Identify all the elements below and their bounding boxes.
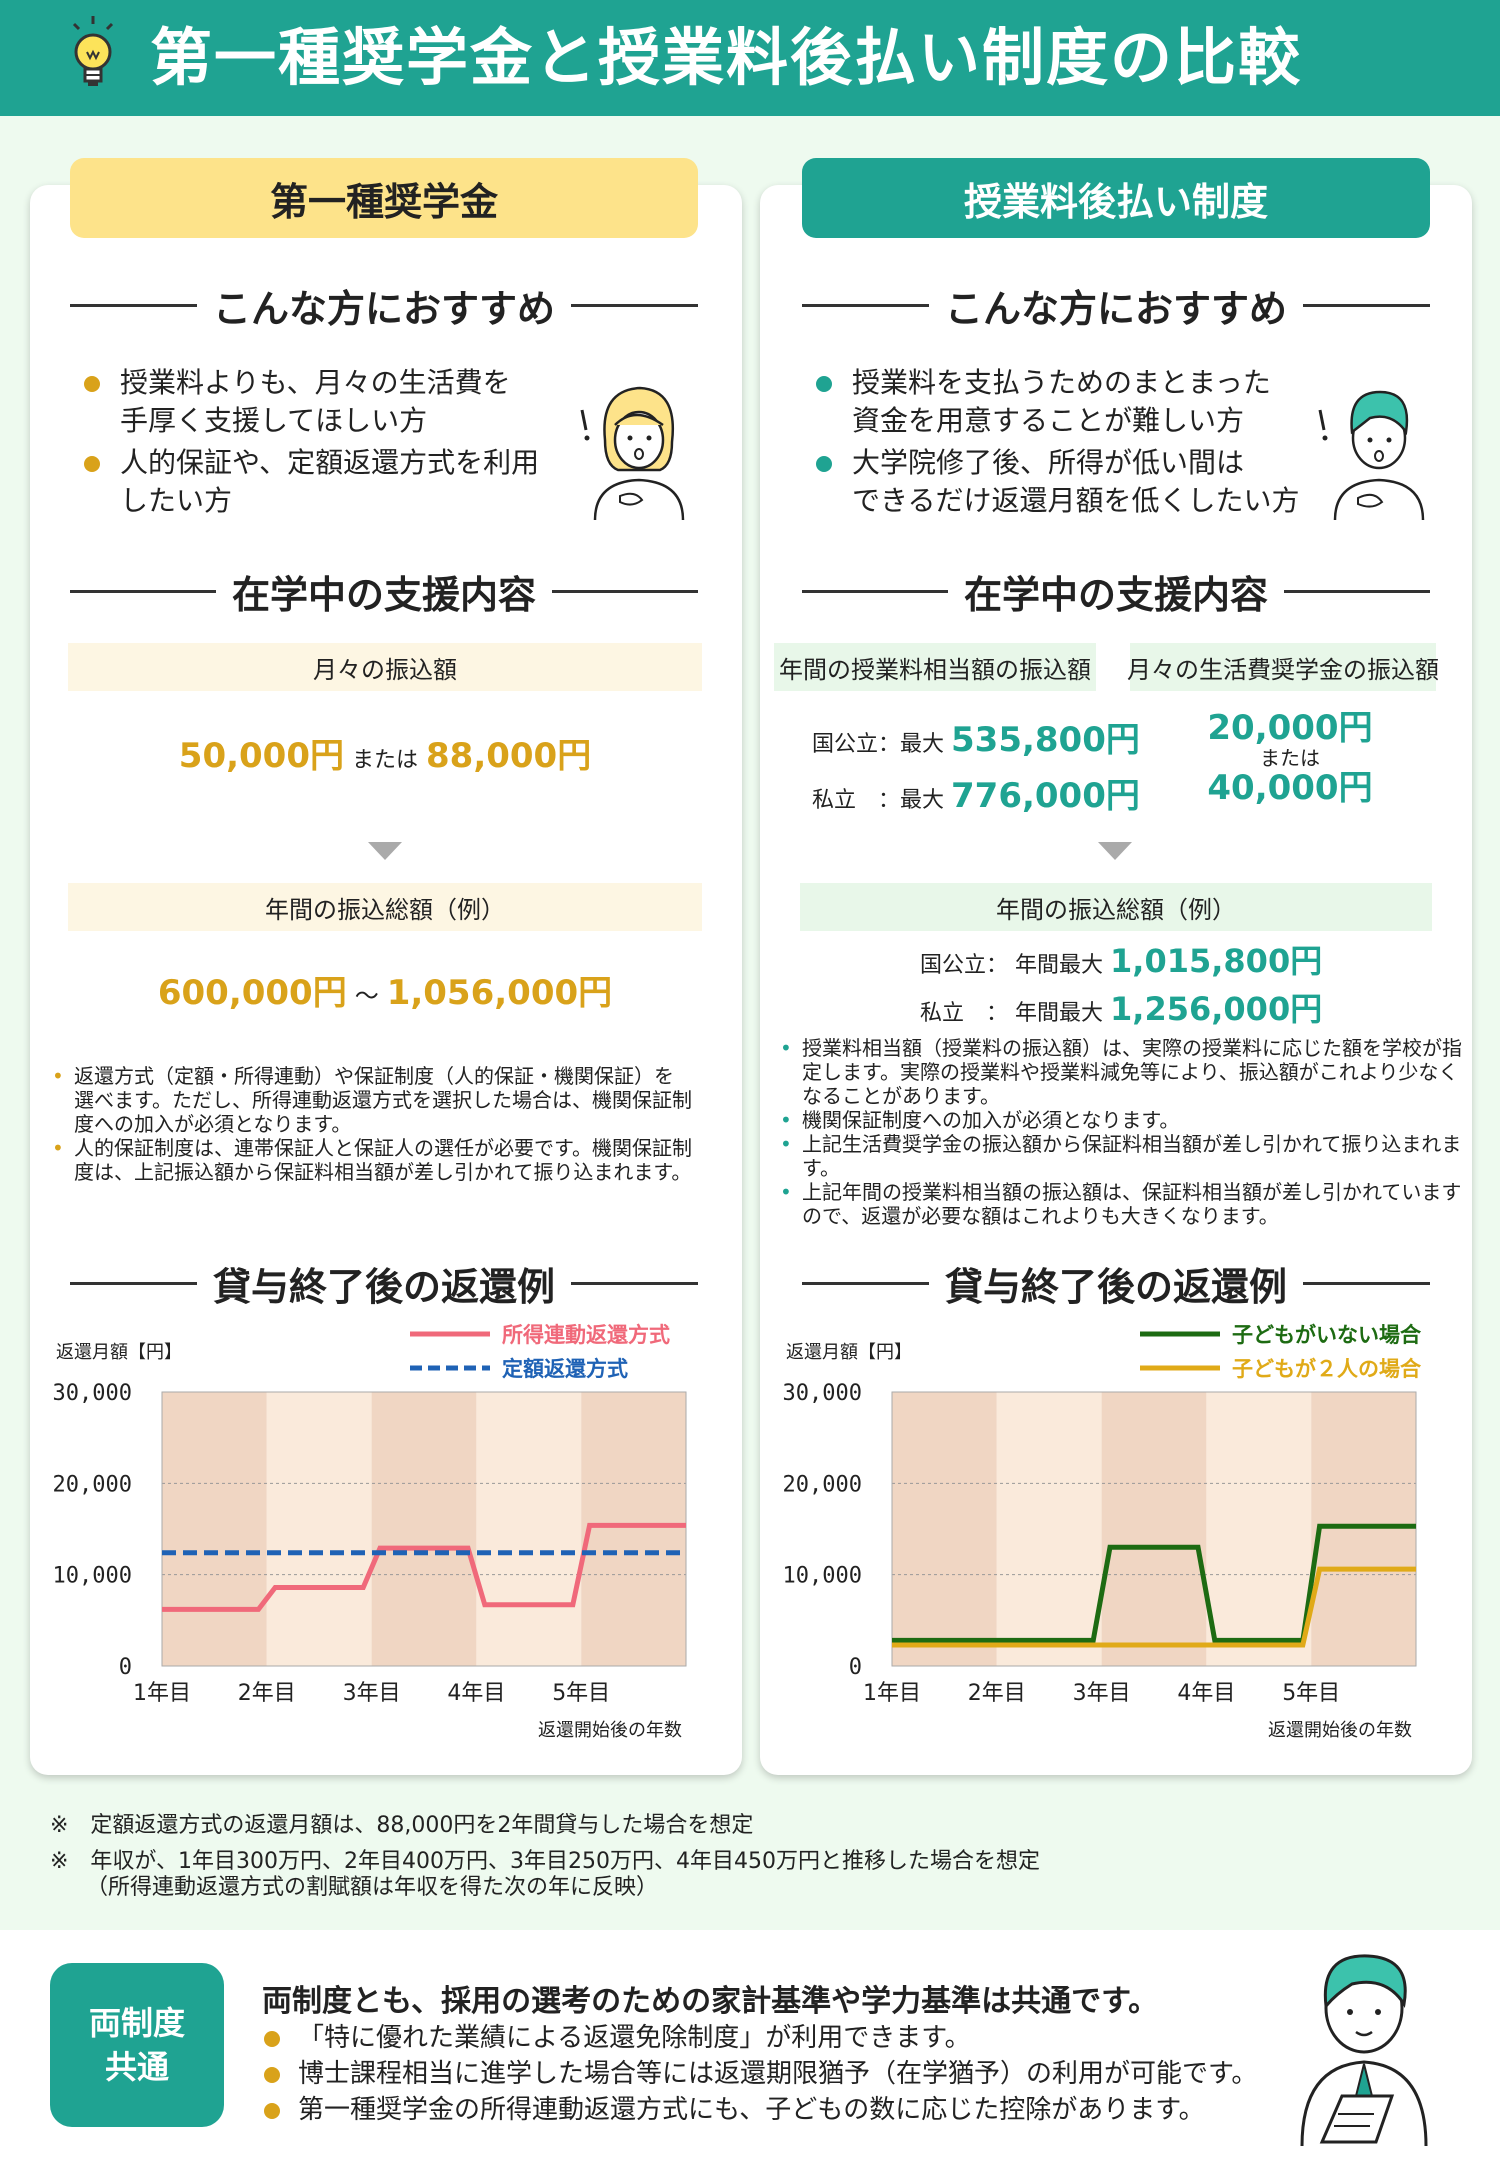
student-man-icon <box>1318 390 1425 520</box>
deferred-tuition-tab: 授業料後払い制度 <box>802 158 1430 238</box>
x-tick-label: 5年目 <box>552 1681 610 1706</box>
graduate-man-icon <box>1300 1954 1428 2146</box>
y-tick-label: 20,000 <box>783 1472 862 1497</box>
left-recommend-heading: こんな方におすすめ <box>70 280 699 331</box>
left-down-arrow <box>368 842 402 860</box>
x-tick-label: 4年目 <box>447 1681 505 1706</box>
left-notes: • 返還方式（定額・所得連動）や保証制度（人的保証・機関保証）を選べます。ただし、… <box>52 1064 692 1184</box>
common-bullet-3: 第一種奨学金の所得連動返還方式にも、子どもの数に応じた控除があります。 <box>264 2094 1304 2126</box>
right-private-max: 私立 ：最大 776,000円 <box>812 776 1140 816</box>
right-living-amount: 20,000円 または 40,000円 <box>1207 708 1373 808</box>
common-badge: 両制度 共通 <box>50 1963 224 2127</box>
chart-column-bg <box>1101 1392 1207 1666</box>
legend-label: 子どもがいない場合 <box>1232 1323 1422 1347</box>
right-living-label: 月々の生活費奨学金の振込額 <box>1127 643 1439 691</box>
chart-column-bg <box>1206 1392 1312 1666</box>
legend-label: 定額返還方式 <box>502 1357 628 1381</box>
x-tick-label: 1年目 <box>863 1681 921 1706</box>
right-annual-private: 私立 ： 年間最大 1,256,000円 <box>920 990 1323 1028</box>
chart-column-bg <box>892 1392 997 1666</box>
left-bullet-2: 人的保証や、定額返還方式を利用 したい方 <box>84 444 584 520</box>
common-bullet-1: 「特に優れた業績による返還免除制度」が利用できます。 <box>264 2022 1304 2054</box>
series-line <box>892 1523 1416 1643</box>
x-tick-label: 1年目 <box>133 1681 191 1706</box>
right-annual-label: 年間の振込総額（例） <box>800 883 1432 931</box>
left-support-heading: 在学中の支援内容 <box>70 566 699 617</box>
header-bar: 第一種奨学金と授業料後払い制度の比較 <box>0 0 1500 116</box>
chart-frame <box>891 1391 1417 1667</box>
left-annual-amount: 600,000円～ 1,056,000円 <box>157 973 613 1013</box>
x-axis-label: 返還開始後の年数 <box>538 1720 682 1741</box>
common-headline: 両制度とも、採用の選考のための家計基準や学力基準は共通です。 <box>262 1984 1159 2019</box>
student-woman-icon <box>580 386 685 520</box>
series-line <box>892 1566 1416 1648</box>
left-monthly-amount: 50,000円 または 88,000円 <box>178 736 592 776</box>
common-bullet-2: 博士課程相当に進学した場合等には返還期限猶予（在学猶予）の利用が可能です。 <box>264 2058 1304 2090</box>
right-bullet-2: 大学院修了後、所得が低い間は できるだけ返還月額を低くしたい方 <box>816 444 1336 520</box>
legend-label: 所得連動返還方式 <box>502 1323 670 1347</box>
right-support-heading: 在学中の支援内容 <box>802 566 1431 617</box>
footnote-1: ※ 定額返還方式の返還月額は、88,000円を2年間貸与した場合を想定 <box>50 1813 754 1838</box>
y-tick-label: 0 <box>119 1655 132 1680</box>
page-title: 第一種奨学金と授業料後払い制度の比較 <box>150 21 1303 94</box>
chart-column-bg <box>162 1392 267 1666</box>
chart-column-bg <box>266 1392 372 1666</box>
left-bullet-1: 授業料よりも、月々の生活費を 手厚く支援してほしい方 <box>84 364 584 440</box>
scholarship-tab: 第一種奨学金 <box>70 158 698 238</box>
y-axis-label: 返還月額【円】 <box>56 1342 182 1363</box>
chart-frame <box>161 1391 687 1667</box>
y-tick-label: 10,000 <box>783 1564 862 1589</box>
x-axis-label: 返還開始後の年数 <box>1268 1720 1412 1741</box>
y-tick-label: 20,000 <box>53 1472 132 1497</box>
chart-column-bg <box>1311 1392 1416 1666</box>
y-tick-label: 30,000 <box>53 1381 132 1406</box>
common-section <box>0 1930 1500 2167</box>
right-recommend-heading: こんな方におすすめ <box>802 280 1431 331</box>
lightbulb-icon <box>72 16 114 86</box>
series-line <box>162 1522 686 1612</box>
left-monthly-label: 月々の振込額 <box>68 643 702 691</box>
footnote-3: （所得連動返還方式の割賦額は年収を得た次の年に反映） <box>86 1875 659 1900</box>
x-tick-label: 2年目 <box>968 1681 1026 1706</box>
y-tick-label: 30,000 <box>783 1381 862 1406</box>
left-annual-label: 年間の振込総額（例） <box>68 883 702 931</box>
right-bullet-1: 授業料を支払うためのまとまった 資金を用意することが難しい方 <box>816 364 1336 440</box>
right-annual-national: 国公立： 年間最大 1,015,800円 <box>920 942 1323 980</box>
right-down-arrow <box>1098 842 1132 860</box>
y-axis-label: 返還月額【円】 <box>786 1342 912 1363</box>
chart-column-bg <box>996 1392 1102 1666</box>
right-notes: • 授業料相当額（授業料の振込額）は、実際の授業料に応じた額を学校が指定します。実… <box>780 1036 1462 1228</box>
right-national-max: 国公立：最大 535,800円 <box>812 720 1140 760</box>
right-tuition-label: 年間の授業料相当額の振込額 <box>774 643 1096 691</box>
legend-label: 子どもが２人の場合 <box>1232 1357 1422 1381</box>
chart-column-bg <box>371 1392 477 1666</box>
x-tick-label: 3年目 <box>343 1681 401 1706</box>
x-tick-label: 3年目 <box>1073 1681 1131 1706</box>
y-tick-label: 10,000 <box>53 1564 132 1589</box>
chart-column-bg <box>581 1392 686 1666</box>
x-tick-label: 4年目 <box>1177 1681 1235 1706</box>
right-repay-heading: 貸与終了後の返還例 <box>802 1258 1431 1309</box>
y-tick-label: 0 <box>849 1655 862 1680</box>
footnote-2: ※ 年収が、1年目300万円、2年目400万円、3年目250万円、4年目450万… <box>50 1849 1040 1874</box>
x-tick-label: 2年目 <box>238 1681 296 1706</box>
chart-column-bg <box>476 1392 582 1666</box>
left-repay-heading: 貸与終了後の返還例 <box>70 1258 699 1309</box>
x-tick-label: 5年目 <box>1282 1681 1340 1706</box>
